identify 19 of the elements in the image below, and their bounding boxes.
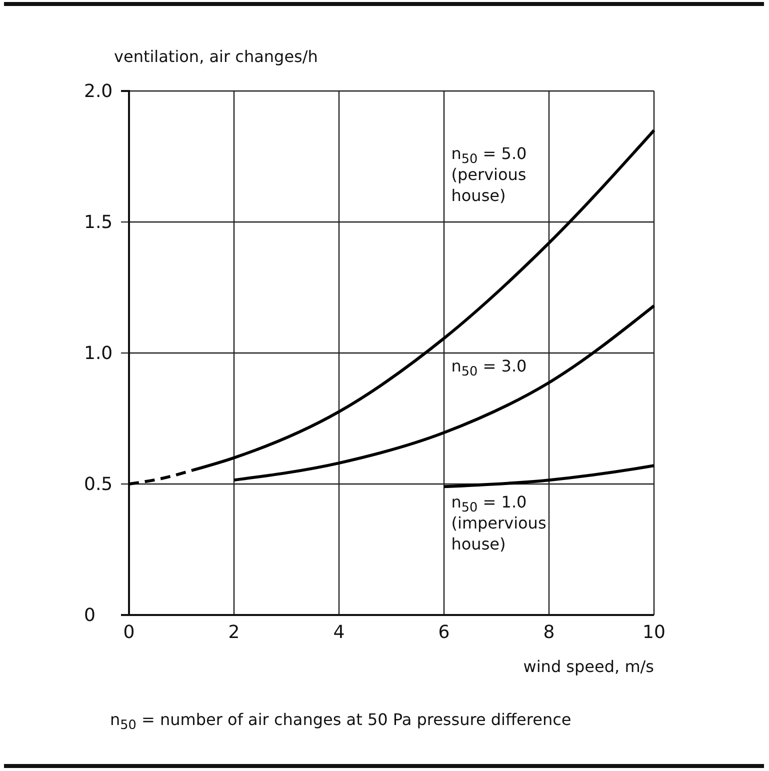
x-tick-label: 2 — [228, 622, 240, 643]
line-series — [442, 464, 656, 488]
y-tick-label: 0.5 — [84, 474, 113, 495]
text: n$_{50}$ = 5.0 (pervious house) — [451, 144, 527, 206]
x-tick-label: 6 — [438, 622, 450, 643]
x-axis-title: wind speed, m/s — [523, 657, 654, 676]
series-label: n$_{50}$ = 1.0 (impervious house) — [451, 492, 546, 554]
y-tick-label: 1.0 — [84, 342, 113, 364]
y-tick-label: 1.5 — [84, 212, 113, 233]
text: n$_{50}$ = number of air changes at 50 Pa pressure difference — [110, 710, 572, 733]
line-series — [232, 304, 656, 482]
x-tick-label: 4 — [333, 622, 345, 643]
y-tick-label: 2.0 — [84, 80, 113, 102]
y-axis-title: ventilation, air changes/h — [114, 47, 318, 66]
series-label: n$_{50}$ = 3.0 — [451, 356, 527, 380]
x-tick-label: 8 — [543, 622, 555, 643]
x-tick-label: 0 — [123, 622, 135, 643]
y-tick-label: 0 — [84, 604, 96, 626]
x-tick-label: 10 — [642, 622, 666, 643]
